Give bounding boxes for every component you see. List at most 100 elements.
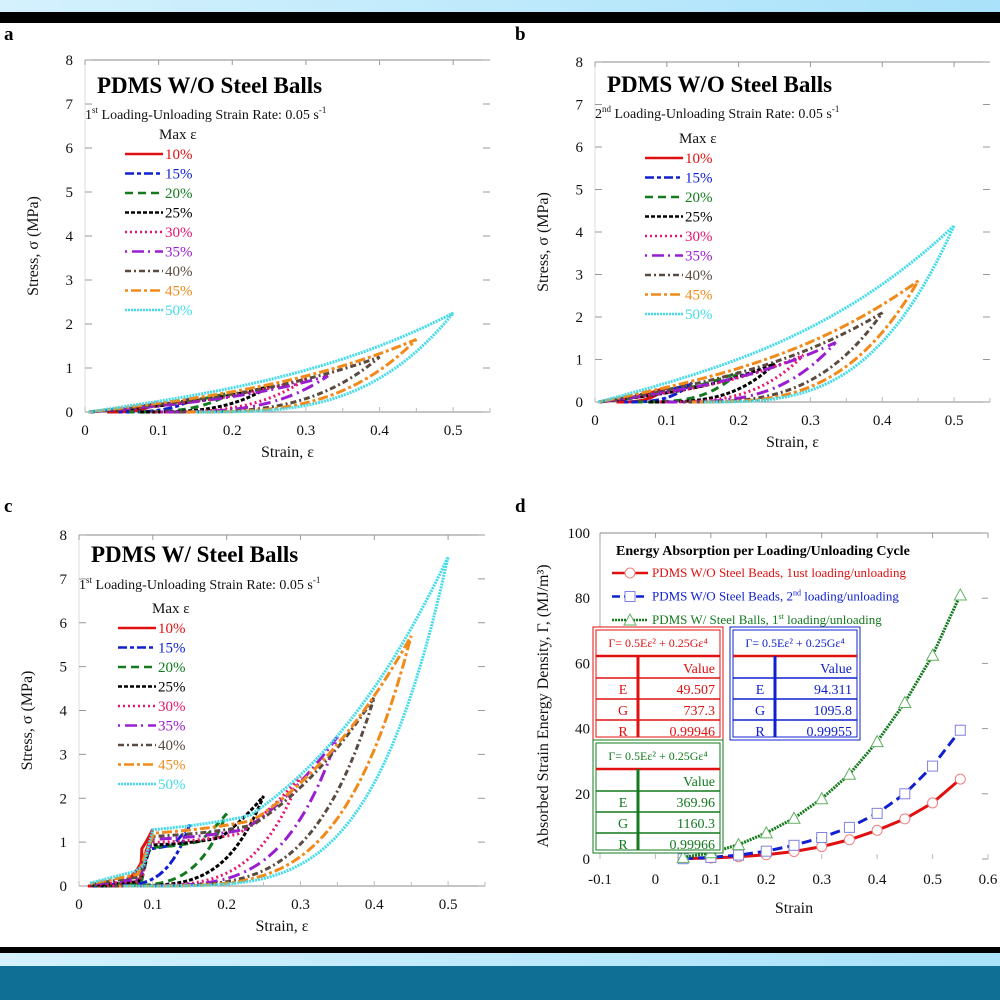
marker-circle [871,824,883,836]
y-axis-label: Stress, σ (MPa) [25,196,42,296]
table-inner-border [595,742,721,851]
panel-letter-a: a [4,24,14,45]
series-line-2 [682,594,962,859]
table-header: Value [683,775,715,790]
y-tick-label: 4 [576,225,584,241]
marker-circle [624,567,636,579]
chart-title: PDMS W/O Steel Balls [97,73,322,98]
y-tick-label: 0 [583,852,591,868]
table-row-value: 94.311 [814,683,852,698]
legend-label: 45% [685,288,713,304]
legend-label: 25% [158,680,186,696]
legend-label: 20% [165,186,193,202]
y-tick-label: 1 [576,353,584,369]
legend-title: Max ε [679,131,717,147]
x-tick-label: 0.3 [297,423,316,439]
marker-square [843,821,855,833]
table-row-key: R [618,838,628,853]
bottom-light-band [0,953,1000,966]
legend-label: 10% [685,151,713,167]
chart-title: PDMS W/ Steel Balls [91,542,298,567]
y-tick-label: 4 [66,229,74,245]
x-tick-label: -0.1 [588,872,612,888]
chart-title: PDMS W/O Steel Balls [607,72,832,97]
legend-label: 25% [685,210,713,226]
series-curve-25pct [598,362,776,404]
table-row-key: E [619,796,628,811]
y-tick-label: 0 [60,879,68,895]
x-tick-label: 0.2 [217,897,236,913]
legend-label: 25% [165,206,193,222]
legend-label: PDMS W/O Steel Beads, 1ust loading/unloa… [652,565,906,580]
marker-triangle [676,850,690,863]
x-tick-label: 0 [81,423,89,439]
table-formula: Γ= 0.5Eε² + 0.25Gε⁴ [608,749,707,763]
y-tick-label: 6 [66,141,74,157]
table-row-key: G [618,817,628,832]
legend-label: 30% [165,225,193,241]
table-row-value: 0.99955 [807,725,853,740]
x-tick-label: 0.1 [149,423,168,439]
table-formula: Γ= 0.5Eε² + 0.25Gε⁴ [608,636,707,650]
y-tick-label: 60 [575,656,590,672]
legend-label: 30% [685,229,713,245]
fit-table-1: Γ= 0.5Eε² + 0.25Gε⁴ Value E 94.311 G 1095.8 R 0… [729,626,861,741]
x-tick-label: 0.5 [945,413,964,429]
marker-circle [816,841,828,853]
panel-letter-c: c [4,496,13,517]
legend-label: 40% [158,738,186,754]
chart-panel-c: 0 1 2 3 4 5 6 7 8 0 0.1 0.2 0.3 0.4 0.5 Strain, ε Stress… [19,528,486,935]
marker-square [816,831,828,843]
marker-triangle [731,837,746,851]
y-tick-label: 6 [576,140,584,156]
y-tick-label: 0 [576,395,584,411]
x-axis-label: Strain, ε [256,918,309,935]
y-tick-label: 2 [576,310,584,326]
series-curve-45pct [88,338,418,414]
marker-square [927,760,939,772]
y-axis-label: Stress, σ (MPa) [535,192,552,292]
marker-square [899,788,911,800]
x-tick-label: 0 [75,897,83,913]
x-tick-label: 0.1 [143,897,162,913]
bottom-blue-band [0,966,1000,1000]
legend-label: 50% [165,303,193,319]
chart-subtitle: 1st Loading-Unloading Strain Rate: 0.05 … [79,575,320,593]
table-header: Value [820,662,852,677]
y-tick-label: 80 [575,591,590,607]
table-row-key: E [619,683,628,698]
marker-square [788,839,800,851]
x-tick-label: 0.4 [370,423,389,439]
y-tick-label: 5 [576,183,584,199]
legend-label: 45% [165,284,193,300]
table-row-value: 0.99946 [670,725,716,740]
table-formula: Γ= 0.5Eε² + 0.25Gε⁴ [745,636,844,650]
table-header: Value [683,662,715,677]
marker-triangle [787,811,801,824]
x-tick-label: 0.4 [365,897,384,913]
y-tick-label: 8 [60,528,68,544]
chart-subtitle: 1st Loading-Unloading Strain Rate: 0.05 … [85,105,326,123]
legend-label: PDMS W/O Steel Beads, 2nd loading/unload… [652,589,899,604]
y-tick-label: 1 [66,361,74,377]
y-tick-label: 5 [66,185,74,201]
x-tick-label: 0.4 [868,872,887,888]
fit-table-2: Γ= 0.5Eε² + 0.25Gε⁴ Value E 369.96 G 1160.3 R 0… [592,739,724,854]
y-tick-label: 2 [60,791,68,807]
top-black-bar [0,12,1000,23]
legend-label: 40% [165,264,193,280]
y-tick-label: 7 [66,97,74,113]
marker-triangle [953,587,968,601]
x-axis-label: Strain, ε [766,434,819,451]
x-tick-label: 0.2 [757,872,776,888]
table-row-value: 49.507 [677,683,716,698]
x-tick-label: 0.5 [439,897,458,913]
y-tick-label: 8 [66,53,74,69]
legend-label: 10% [165,147,193,163]
table-row-key: G [755,704,765,719]
x-tick-label: 0 [652,872,660,888]
marker-circle [927,797,939,809]
table-inner-border [732,629,858,738]
y-tick-label: 3 [66,273,74,289]
chart-subtitle: 2nd Loading-Unloading Strain Rate: 0.05 … [595,104,839,122]
